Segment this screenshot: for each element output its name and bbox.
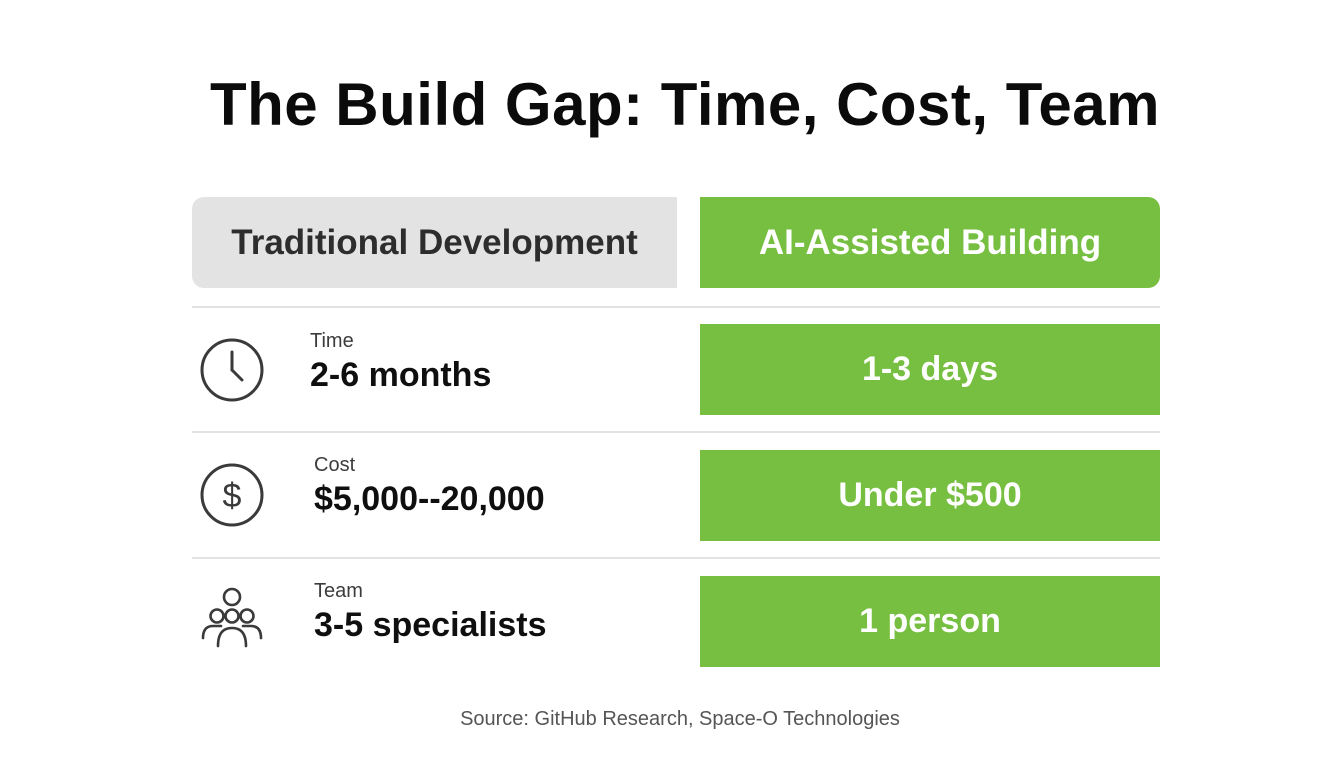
row-value-time-traditional: 2-6 months [310,356,492,394]
row-label-cost: Cost [314,454,356,476]
row-value-team-traditional: 3-5 specialists [314,606,547,644]
svg-text:$: $ [223,477,242,515]
row-value-cost-ai: Under $500 [700,450,1160,541]
page-title: The Build Gap: Time, Cost, Team [209,71,1161,138]
dollar-icon: $ [198,461,266,529]
header-ai-assisted: AI-Assisted Building [700,197,1160,288]
source-citation: Source: GitHub Research, Space-O Technol… [460,708,900,730]
divider [192,306,1160,308]
row-value-time-ai: 1-3 days [700,324,1160,415]
clock-icon [198,336,266,404]
row-value-team-ai: 1 person [700,576,1160,667]
row-label-team: Team [314,580,363,602]
divider [192,431,1160,433]
divider [192,557,1160,559]
row-value-cost-traditional: $5,000--20,000 [314,480,545,518]
header-traditional: Traditional Development [192,197,677,288]
row-label-time: Time [310,330,354,352]
people-icon [198,586,266,654]
